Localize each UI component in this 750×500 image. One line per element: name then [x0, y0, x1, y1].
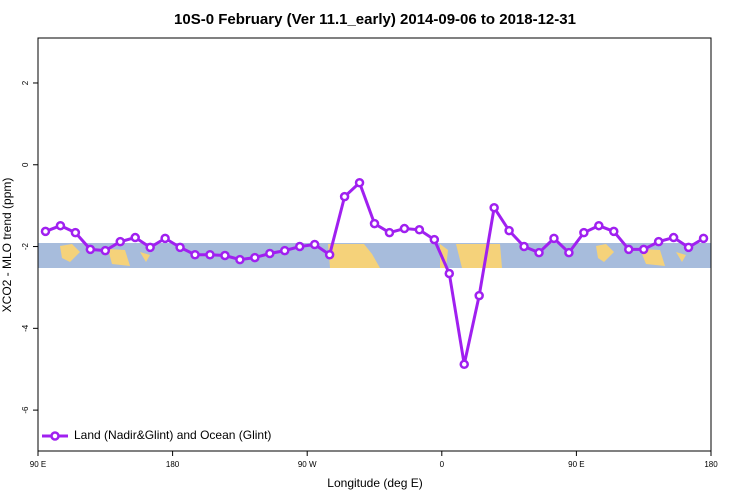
point — [444, 268, 455, 279]
point — [160, 233, 170, 244]
plot-frame — [37, 37, 712, 452]
point — [265, 248, 275, 259]
point — [384, 227, 395, 238]
legend-marker — [50, 431, 60, 441]
point — [354, 178, 365, 188]
x-axis-label: Longitude (deg E) — [327, 476, 422, 490]
legend-label: Land (Nadir&Glint) and Ocean (Glint) — [74, 428, 271, 442]
point — [294, 241, 305, 252]
y-axis-label: XCO2 - MLO trend (ppm) — [0, 178, 14, 313]
y-tick-label: 0 — [21, 162, 30, 167]
point — [235, 254, 245, 265]
point — [459, 359, 469, 370]
point — [489, 202, 499, 213]
y-tick-label: -6 — [21, 406, 30, 414]
point — [369, 218, 380, 229]
point — [40, 226, 51, 237]
point — [474, 290, 484, 301]
point — [205, 249, 215, 260]
point — [519, 241, 529, 252]
point — [534, 247, 544, 258]
x-tick-label: 180 — [704, 460, 718, 469]
y-tick-label: 2 — [21, 80, 30, 85]
point — [504, 225, 514, 236]
x-tick-label: 90 E — [568, 460, 584, 469]
point — [549, 233, 559, 244]
point — [309, 239, 320, 250]
y-tick-label: -2 — [21, 242, 30, 250]
point — [145, 242, 155, 253]
point — [130, 232, 140, 243]
x-tick-label: 90 E — [30, 460, 46, 469]
point — [429, 234, 440, 245]
point — [100, 245, 111, 256]
map-band — [38, 243, 711, 268]
point — [399, 223, 410, 234]
series-line — [44, 180, 705, 365]
point — [609, 226, 619, 237]
point — [683, 242, 694, 253]
point — [190, 249, 200, 260]
point — [623, 244, 634, 255]
point — [55, 220, 66, 231]
point — [594, 220, 604, 231]
point — [70, 227, 81, 238]
point — [85, 244, 96, 255]
point — [638, 244, 649, 255]
point — [339, 191, 350, 202]
point — [324, 249, 335, 260]
point — [250, 252, 260, 263]
chart-title: 10S-0 February (Ver 11.1_early) 2014-09-… — [174, 11, 576, 28]
point — [564, 247, 574, 258]
point — [414, 225, 425, 235]
point — [698, 233, 709, 244]
x-tick-label: 90 W — [298, 460, 317, 469]
point — [668, 232, 679, 243]
point — [175, 242, 185, 253]
point — [653, 236, 664, 247]
point — [220, 250, 230, 261]
point — [115, 236, 126, 247]
y-tick-label: -4 — [21, 324, 30, 332]
x-tick-label: 0 — [440, 460, 445, 469]
x-tick-label: 180 — [166, 460, 180, 469]
point — [280, 245, 290, 256]
land — [60, 244, 686, 268]
point — [579, 227, 589, 238]
